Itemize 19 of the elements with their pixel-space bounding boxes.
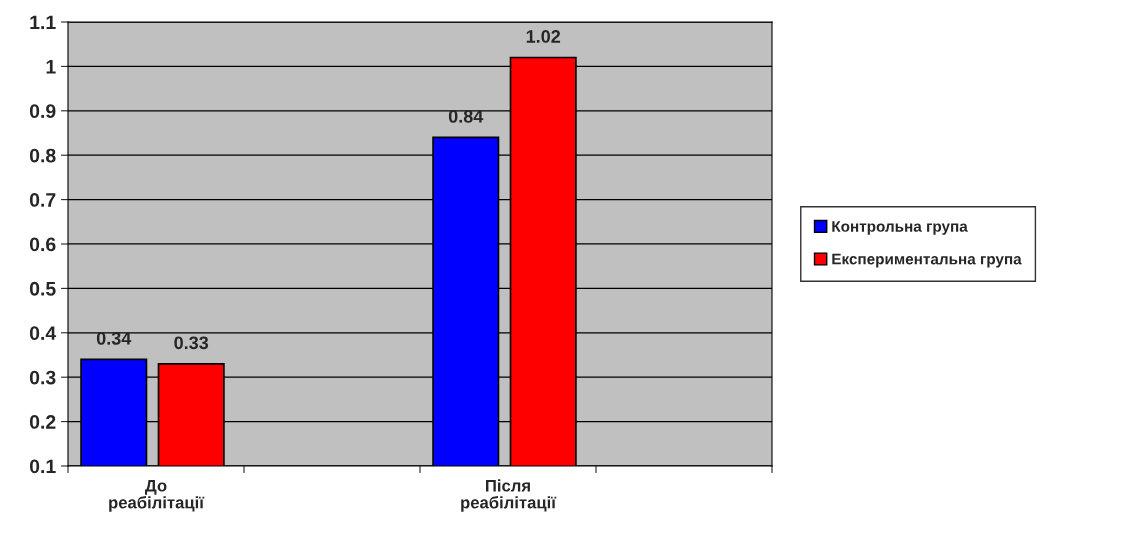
data-label: 1.02	[526, 30, 561, 43]
data-label: 0.34	[96, 331, 132, 345]
y-tick-label: 0.8	[29, 148, 56, 163]
legend-label: Контрольна група	[832, 221, 968, 235]
y-tick-label: 0.6	[29, 237, 56, 252]
data-label: 0.84	[448, 109, 484, 123]
y-tick-label: 0.1	[29, 459, 56, 474]
data-label: 0.33	[174, 336, 209, 350]
legend-label: Експериментальна група	[832, 253, 1022, 268]
y-tick-label: 0.4	[29, 326, 57, 341]
y-tick-label: 1	[46, 60, 56, 74]
y-tick-label: 0.3	[29, 370, 56, 385]
y-tick-label: 0.5	[29, 281, 56, 296]
y-tick-label: 0.7	[29, 193, 56, 207]
x-tick-label: Після реабілітації	[461, 479, 557, 512]
y-tick-label: 0.2	[29, 415, 56, 429]
y-tick-label: 0.9	[29, 104, 56, 119]
y-tick-label: 1.1	[30, 15, 56, 30]
x-tick-label: До реабілітації	[109, 479, 205, 512]
